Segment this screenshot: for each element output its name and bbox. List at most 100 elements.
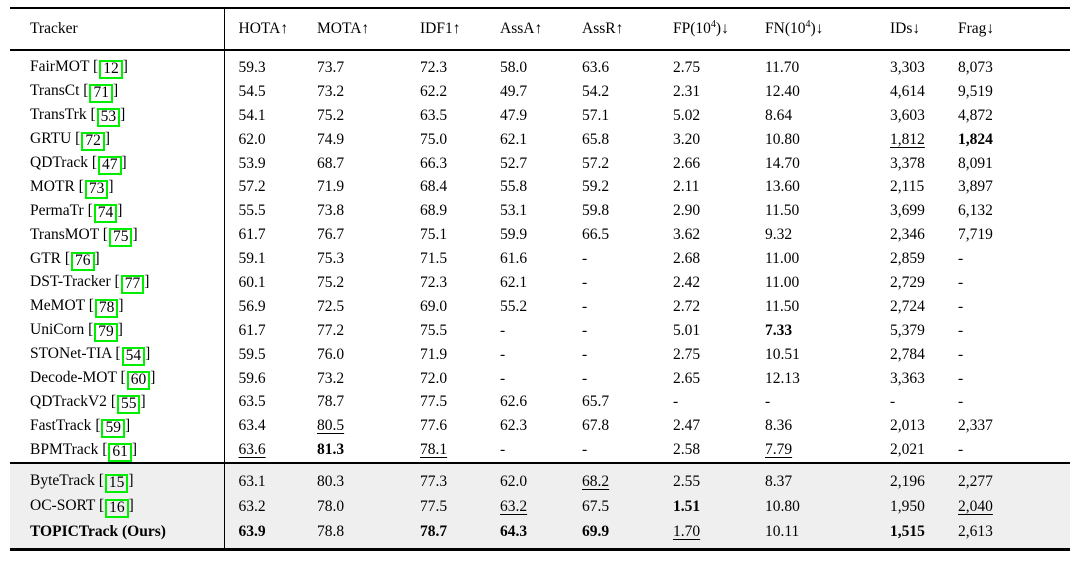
metric-value-mota: 68.7: [317, 154, 345, 172]
metric-value-fp: 2.75: [673, 345, 701, 363]
metric-value-assr: 54.2: [582, 82, 610, 100]
metric-value-fn: 11.00: [765, 250, 800, 268]
citation-link-box[interactable]: 79: [94, 323, 118, 343]
tracker-name: GRTU: [30, 130, 72, 148]
metric-value-assr: -: [582, 345, 588, 363]
metric-value-mota: 73.8: [317, 202, 345, 220]
row-transct: TransCt [71] 54.5 73.2 62.2 49.7 54.2 2.31 12.4…: [10, 79, 1070, 104]
metric-value-assa: -: [500, 345, 506, 363]
metric-value-mota: 81.3: [317, 441, 345, 459]
metric-value-fp: 2.11: [673, 178, 700, 196]
metric-value-idf1: 77.5: [420, 393, 448, 411]
metric-value-frag: 1,824: [958, 130, 993, 148]
metric-value-idf1: 77.5: [406, 494, 486, 520]
metric-value-mota: 73.2: [317, 82, 345, 100]
citation-link-box[interactable]: 72: [81, 132, 105, 152]
metric-value-assr: -: [582, 321, 588, 339]
metric-value-mota: 72.5: [317, 297, 345, 315]
column-header-assr: AssR↑: [582, 20, 624, 37]
metric-value-assr: 65.7: [582, 393, 610, 411]
metric-value-hota: 53.9: [238, 154, 266, 172]
citation-link-box[interactable]: 54: [121, 347, 146, 367]
metric-value-assr: 67.8: [582, 417, 610, 435]
metric-value-fp: 3.62: [673, 226, 701, 244]
metric-value-fp: 2.47: [673, 417, 701, 435]
metric-value-mota: 71.9: [317, 178, 345, 196]
citation-link-box[interactable]: 60: [126, 371, 151, 391]
metric-value-ids: 2,115: [890, 178, 925, 196]
column-header-fp: FP(104)↓: [673, 18, 729, 37]
metric-value-fp: 2.55: [659, 463, 751, 495]
citation-link-box[interactable]: 53: [96, 108, 121, 128]
tracker-name: TransTrk: [30, 106, 87, 124]
metric-value-frag: -: [958, 393, 964, 411]
citation-link-box[interactable]: 78: [94, 299, 119, 319]
metric-value-ids: 3,378: [890, 154, 925, 172]
arrow-down-icon: ↓: [815, 20, 824, 37]
metric-value-ids: 1,812: [890, 130, 925, 148]
metric-value-hota: 59.1: [238, 250, 266, 268]
citation-link-box[interactable]: 47: [98, 156, 122, 175]
tracker-name-cell: Decode-MOT [60]: [10, 366, 225, 391]
citation-link-box[interactable]: 76: [71, 251, 95, 271]
metric-value-assr: 68.2: [568, 463, 659, 495]
row-transmot: TransMOT [75] 61.7 76.7 75.1 59.9 66.5 3.62 9.3…: [10, 223, 1070, 248]
column-header-fn: FN(104)↓: [765, 18, 824, 37]
metric-value-assa: 62.1: [500, 130, 528, 148]
section-baselines-and-ours: ByteTrack [15] 63.1 80.3 77.3 62.0 68.2 2.55 8.…: [10, 463, 1070, 550]
metric-value-frag: -: [958, 321, 964, 339]
metric-value-fn: 14.70: [765, 154, 800, 172]
metric-value-mota: 75.3: [317, 250, 345, 268]
metric-value-idf1: 77.6: [420, 417, 448, 435]
metric-value-frag: 2,337: [958, 417, 993, 435]
tracker-name: MOTR: [30, 177, 75, 195]
metric-value-hota: 63.9: [224, 519, 303, 550]
metric-value-ids: 3,699: [890, 202, 925, 220]
metric-value-assr: 57.1: [582, 106, 610, 124]
citation-link-box[interactable]: 77: [120, 275, 145, 295]
citation-link-box[interactable]: 16: [105, 499, 129, 519]
column-header-assa: AssA↑: [500, 20, 543, 37]
citation-link-box[interactable]: 59: [101, 418, 125, 438]
metric-value-ids: -: [890, 393, 896, 411]
citation-link-box[interactable]: 74: [93, 203, 118, 223]
citation-link-box[interactable]: 55: [116, 394, 141, 414]
tracker-name-cell: UniCorn [79]: [10, 318, 225, 343]
metric-value-assa: -: [500, 321, 506, 339]
metric-value-hota: 63.1: [224, 463, 303, 495]
column-header-mota: MOTA↑: [317, 20, 370, 37]
metric-value-assa: 62.3: [500, 417, 528, 435]
metric-value-frag: 9,519: [958, 82, 993, 100]
metric-value-fp: 2.58: [673, 441, 701, 459]
metric-value-mota: 76.0: [317, 345, 345, 363]
citation-link-box[interactable]: 12: [99, 60, 123, 80]
metric-value-assa: 62.0: [486, 463, 568, 495]
metric-value-hota: 56.9: [238, 297, 266, 315]
metric-value-idf1: 71.9: [420, 345, 448, 363]
tracker-name-cell: DST-Tracker [77]: [10, 271, 225, 295]
citation-link-box[interactable]: 73: [84, 179, 109, 199]
metric-value-fn: 10.80: [765, 130, 800, 148]
metric-value-ids: 2,859: [890, 250, 925, 268]
metric-value-fn: 11.70: [765, 58, 800, 76]
column-header-idf1: IDF1↑: [420, 20, 461, 37]
metric-value-hota: 61.7: [238, 321, 266, 339]
metric-value-fn: 11.50: [765, 297, 800, 315]
row-decode-mot: Decode-MOT [60] 59.6 73.2 72.0 - - 2.65 12.13 3,…: [10, 366, 1070, 391]
metric-value-assa: 55.8: [500, 178, 528, 196]
metric-value-idf1: 72.0: [420, 369, 448, 387]
metric-value-assa: 59.9: [500, 226, 528, 244]
citation-link-box[interactable]: 71: [89, 84, 113, 104]
section-compared-trackers: FairMOT [12] 59.3 73.7 72.3 58.0 63.6 2.75 11.7…: [10, 50, 1070, 464]
citation-link-box[interactable]: 61: [108, 442, 132, 462]
citation-link-box[interactable]: 75: [108, 227, 133, 247]
arrow-down-icon: ↓: [721, 20, 729, 37]
metric-value-assa: -: [500, 441, 506, 459]
metric-value-hota: 60.1: [238, 273, 266, 291]
arrow-up-icon: ↑: [534, 20, 543, 37]
tracker-name: FastTrack: [30, 416, 92, 434]
row-unicorn: UniCorn [79] 61.7 77.2 75.5 - - 5.01 7.33 5,379 -: [10, 318, 1070, 343]
metric-value-assr: 59.8: [582, 202, 610, 220]
citation-link-box[interactable]: 15: [104, 474, 129, 494]
metric-value-idf1: 63.5: [420, 106, 448, 124]
